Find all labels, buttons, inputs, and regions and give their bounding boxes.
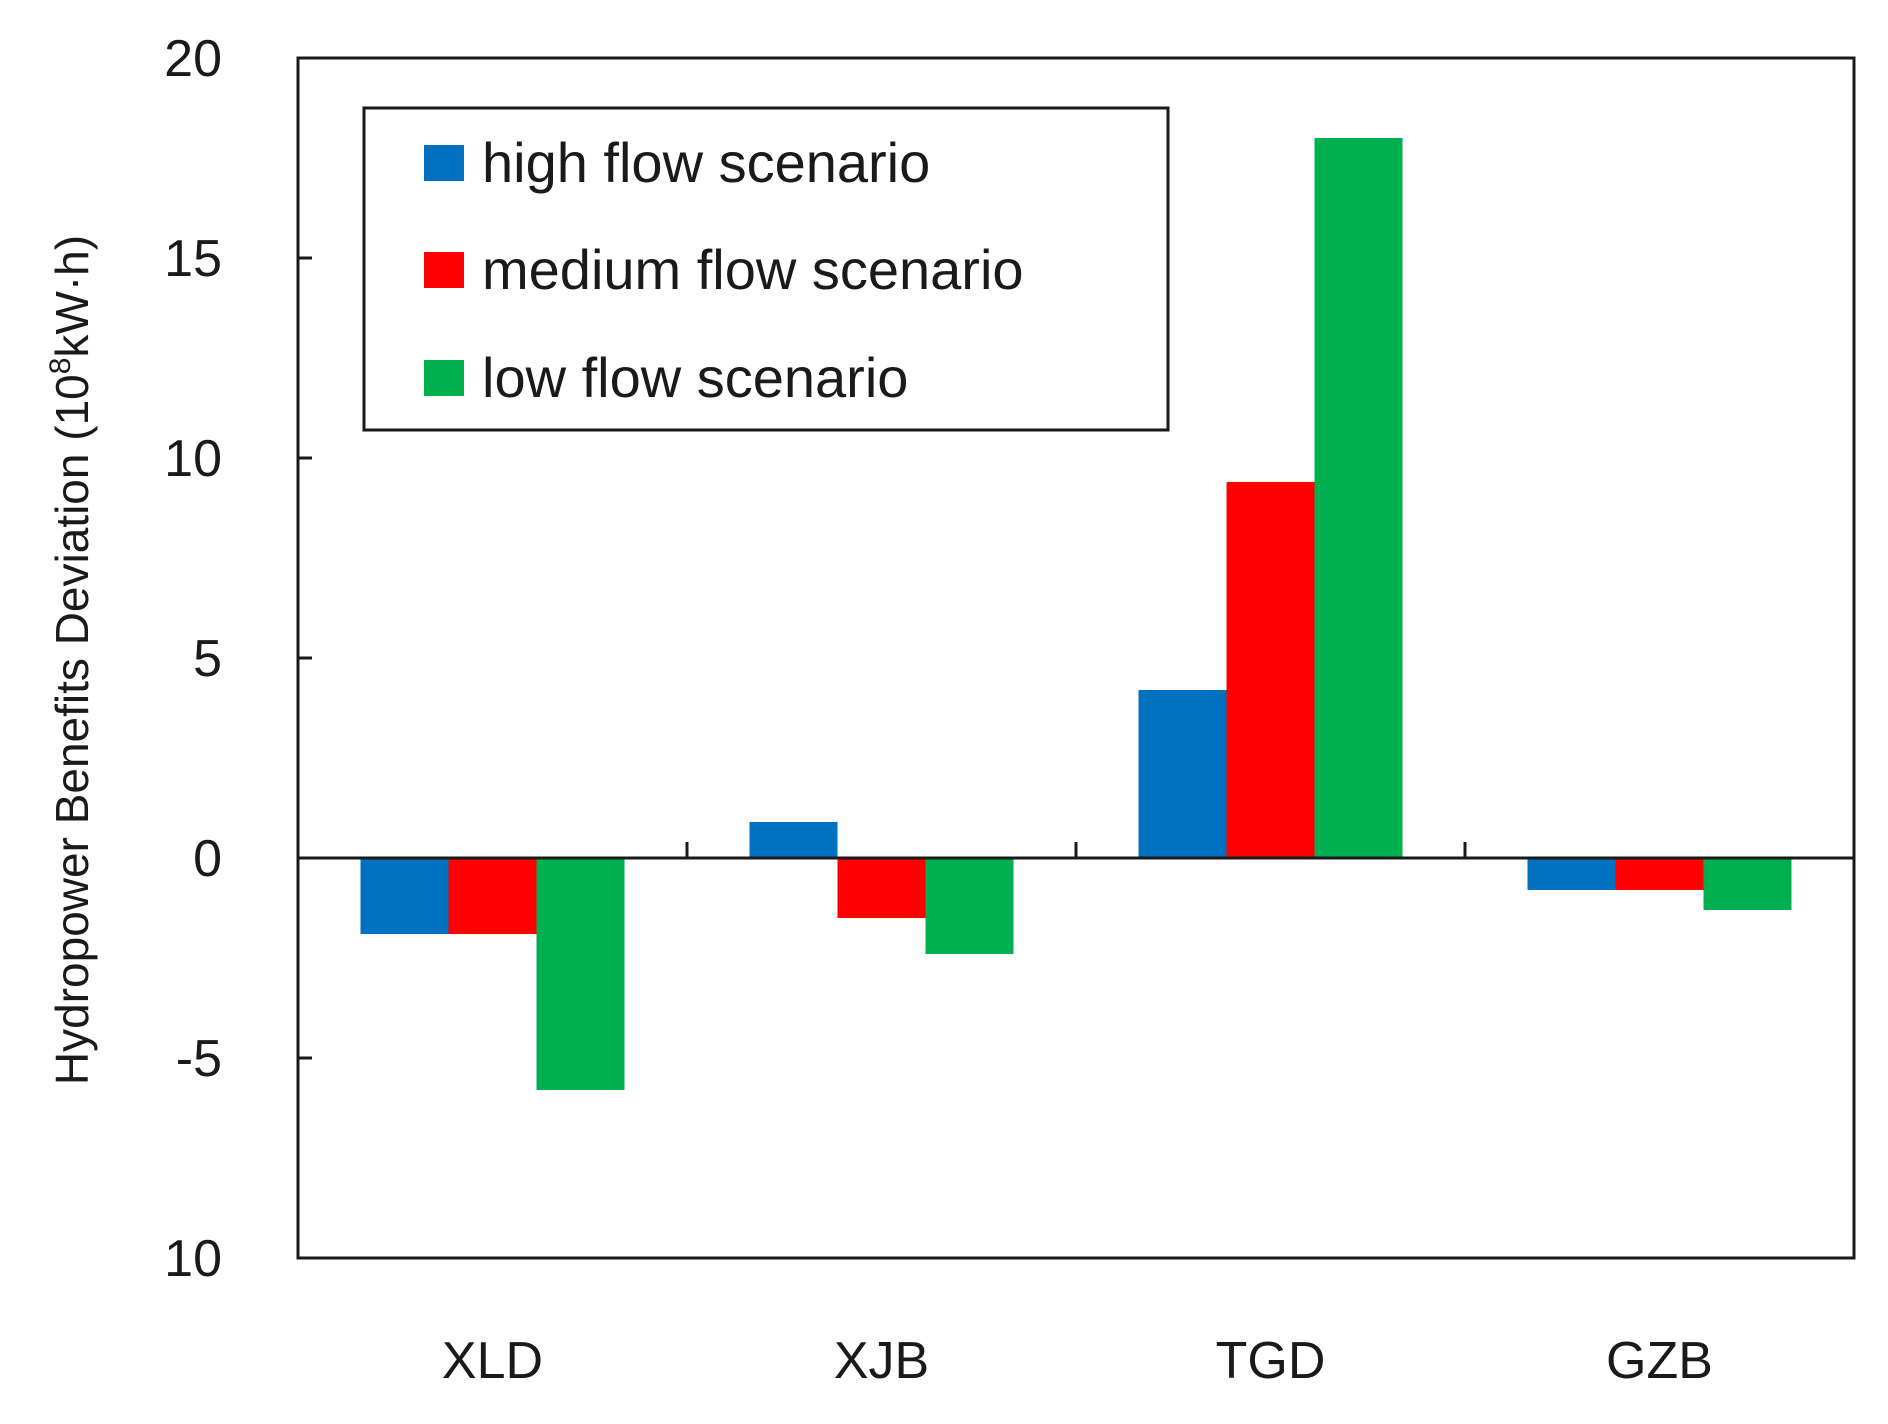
y-tick-label: 10 (164, 1230, 222, 1288)
legend-swatch-high (424, 145, 464, 181)
bar-xld-high (360, 858, 449, 934)
bar-gzb-medium (1615, 858, 1704, 890)
bar-xjb-high (749, 822, 838, 858)
bar-xjb-low (925, 858, 1014, 954)
y-tick-label: 10 (164, 430, 222, 488)
bar-tgd-low (1314, 138, 1403, 858)
y-axis-label-superscript: 8 (44, 358, 77, 375)
y-axis-label: Hydropower Benefits Deviation (108kW·h) (44, 235, 98, 1085)
bar-gzb-low (1703, 858, 1792, 910)
legend-swatch-medium (424, 252, 464, 288)
bar-xld-low (536, 858, 625, 1090)
bar-tgd-medium (1226, 482, 1315, 858)
legend-label-high: high flow scenario (482, 131, 930, 194)
legend-swatch-low (424, 360, 464, 396)
y-tick-label: 20 (164, 30, 222, 88)
plot-frame (296, 56, 1856, 1260)
bar-gzb-high (1527, 858, 1616, 890)
x-category-label-xld: XLD (442, 1332, 543, 1390)
x-category-label-xjb: XJB (834, 1332, 929, 1390)
y-tick-label: 15 (164, 230, 222, 288)
bar-xld-medium (448, 858, 537, 934)
y-tick-labels: 20 15 10 5 0 -5 10 (164, 30, 222, 1288)
bar-tgd-high (1138, 690, 1227, 858)
legend-label-medium: medium flow scenario (482, 238, 1024, 301)
legend-label-low: low flow scenario (482, 346, 908, 409)
bars-layer (360, 138, 1792, 1090)
bar-xjb-medium (837, 858, 926, 918)
y-tick-label: 0 (193, 830, 222, 888)
x-category-label-tgd: TGD (1216, 1332, 1326, 1390)
legend-box (362, 106, 1170, 432)
x-category-label-gzb: GZB (1606, 1332, 1713, 1390)
y-axis-label-unit: kW·h) (46, 235, 98, 358)
y-tick-label: 5 (193, 630, 222, 688)
y-tick-label: -5 (176, 1030, 222, 1088)
x-category-labels: XLD XJB TGD GZB (442, 1332, 1713, 1390)
legend: high flow scenario medium flow scenario … (362, 106, 1170, 432)
